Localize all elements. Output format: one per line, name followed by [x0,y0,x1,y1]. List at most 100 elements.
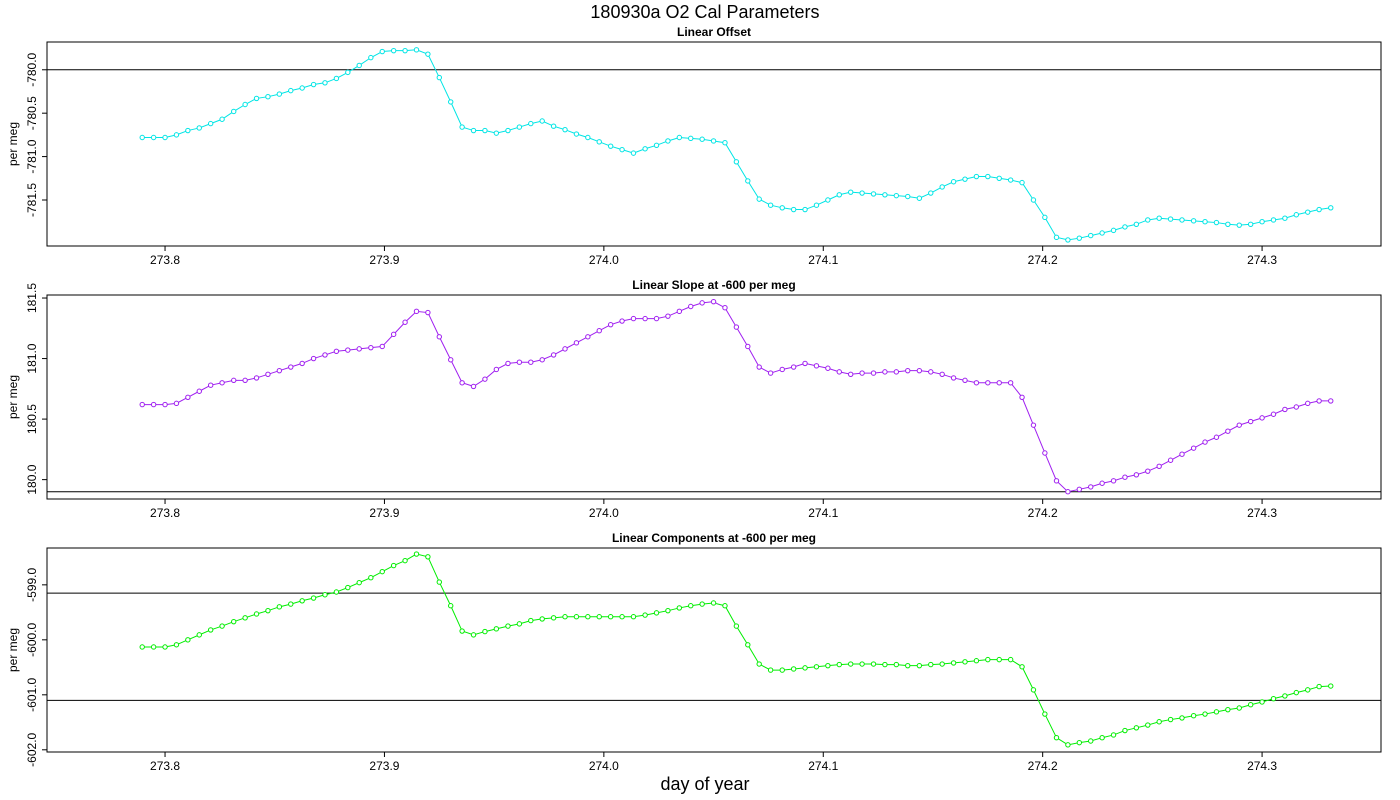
x-axis-label: day of year [660,774,749,794]
data-point [413,551,420,557]
data-point [436,334,443,340]
data-point [699,136,705,142]
data-point [345,69,351,76]
data-point [882,369,888,375]
data-point [950,179,957,185]
data-point [345,584,351,591]
data-point [162,644,168,650]
y-tick-label: -600.0 [25,622,39,656]
data-point [345,347,351,353]
figure-title: 180930a O2 Cal Parameters [590,2,819,22]
data-point [790,364,797,370]
data-point [516,621,523,627]
x-tick-label: 273.8 [150,759,180,773]
x-tick-label: 274.2 [1028,253,1058,267]
data-point [1213,434,1220,440]
data-point [1167,216,1174,222]
data-point [1293,689,1300,696]
panel-title: Linear Offset [677,25,751,39]
data-point [448,357,454,363]
data-point [745,642,751,648]
data-point [493,626,500,632]
data-point [790,206,797,213]
data-point [242,101,248,108]
data-point [1019,664,1025,670]
data-point [756,364,762,370]
data-point [1076,235,1083,241]
data-point [288,601,294,607]
y-tick-label: -599.0 [25,568,39,602]
data-point [276,367,283,374]
data-point [265,607,271,614]
data-point [1202,711,1208,717]
data-point [596,139,602,145]
data-point [185,394,191,401]
data-point [1179,715,1185,721]
data-point [836,661,842,668]
data-point [550,123,557,129]
data-point [722,139,728,146]
data-point [231,108,237,115]
data-point [550,352,557,358]
data-point [1167,716,1174,723]
data-point [219,623,225,629]
data-point [139,401,145,408]
data-point [402,557,408,564]
data-point [139,644,145,650]
data-point [539,118,545,124]
data-point [310,81,317,88]
x-tick-label: 274.2 [1028,759,1058,773]
data-point [722,305,728,311]
data-point [299,85,305,91]
data-point [630,614,637,620]
data-point [1099,230,1105,236]
data-point [196,632,202,638]
data-point [1156,463,1162,470]
data-point [1088,738,1094,744]
x-tick-label: 274.2 [1028,506,1058,520]
data-point [642,315,648,322]
data-point [802,360,808,367]
x-tick-label: 274.1 [808,253,838,267]
data-point [767,370,774,376]
data-point [642,146,648,152]
data-point [150,644,157,650]
data-point [676,308,683,315]
data-point [596,328,602,334]
data-point [939,661,945,667]
data-point [1133,725,1140,731]
plot-frame [46,41,1382,247]
data-point [836,192,842,198]
data-point [825,365,831,371]
data-point [802,206,808,213]
data-point [813,664,820,670]
data-point [459,628,465,634]
y-tick-label: 181.5 [25,283,39,313]
data-point [333,348,340,354]
data-point [333,589,340,595]
x-tick-label: 273.9 [369,759,399,773]
data-point [1133,221,1140,227]
data-point [1259,699,1265,705]
data-point [813,363,820,369]
data-point [985,173,991,180]
data-point [973,658,980,664]
data-point [1305,400,1311,407]
data-point [928,661,934,668]
data-point [939,184,945,190]
data-point [1019,179,1025,186]
data-point [619,614,625,620]
data-point [265,371,271,377]
data-point [379,568,385,575]
data-point [1065,489,1071,495]
data-point [699,601,705,607]
data-point [1088,232,1094,239]
data-point [231,618,237,625]
data-point [1145,468,1151,474]
data-point [402,47,408,54]
y-tick-label: -780.5 [25,96,39,130]
data-point [1225,221,1231,227]
data-point [573,614,580,620]
data-point [825,197,831,203]
data-point [859,370,865,376]
